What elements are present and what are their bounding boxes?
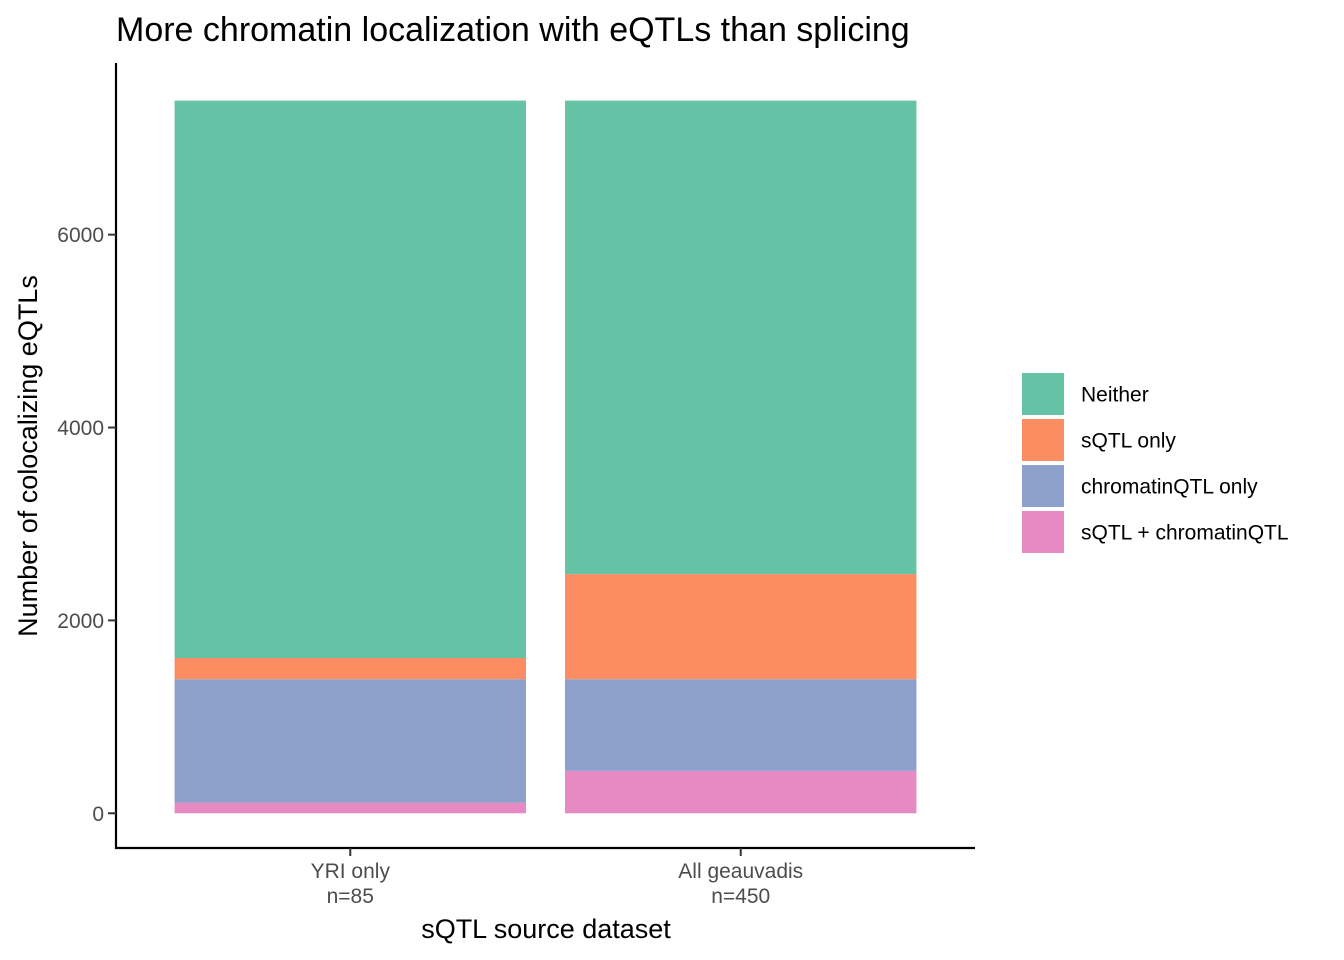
x-axis-title: sQTL source dataset — [421, 914, 671, 944]
legend: Neither sQTL only chromatinQTL only sQTL + … — [1022, 373, 1289, 553]
legend-label: sQTL + chromatinQTL — [1081, 522, 1289, 545]
x-tick-label: n=85 — [327, 885, 374, 908]
legend-label: chromatinQTL only — [1081, 476, 1258, 499]
bar-segment — [565, 679, 917, 771]
y-tick-label: 2000 — [57, 610, 104, 633]
x-tick-label: n=450 — [711, 885, 770, 908]
y-axis-ticks: 0 2000 4000 6000 — [57, 224, 116, 826]
bar-segment — [174, 679, 526, 803]
legend-key — [1022, 373, 1064, 415]
bar-segment — [174, 802, 526, 814]
chart-title: More chromatin localization with eQTLs t… — [116, 11, 910, 49]
legend-key — [1022, 465, 1064, 507]
bars-group — [174, 100, 917, 814]
y-axis-title: Number of colocalizing eQTLs — [13, 275, 43, 637]
bar-segment — [174, 100, 526, 659]
legend-label: Neither — [1081, 384, 1149, 407]
y-tick-label: 4000 — [57, 417, 104, 440]
legend-key — [1022, 511, 1064, 553]
y-tick-label: 0 — [92, 803, 104, 826]
y-tick-label: 6000 — [57, 224, 104, 247]
legend-key — [1022, 419, 1064, 461]
bar-segment — [565, 100, 917, 575]
x-tick-label: YRI only — [311, 860, 391, 883]
legend-label: sQTL only — [1081, 430, 1176, 453]
bar-segment — [174, 658, 526, 680]
x-tick-label: All geauvadis — [678, 860, 803, 883]
bar-segment — [565, 770, 917, 814]
bar-segment — [565, 574, 917, 680]
